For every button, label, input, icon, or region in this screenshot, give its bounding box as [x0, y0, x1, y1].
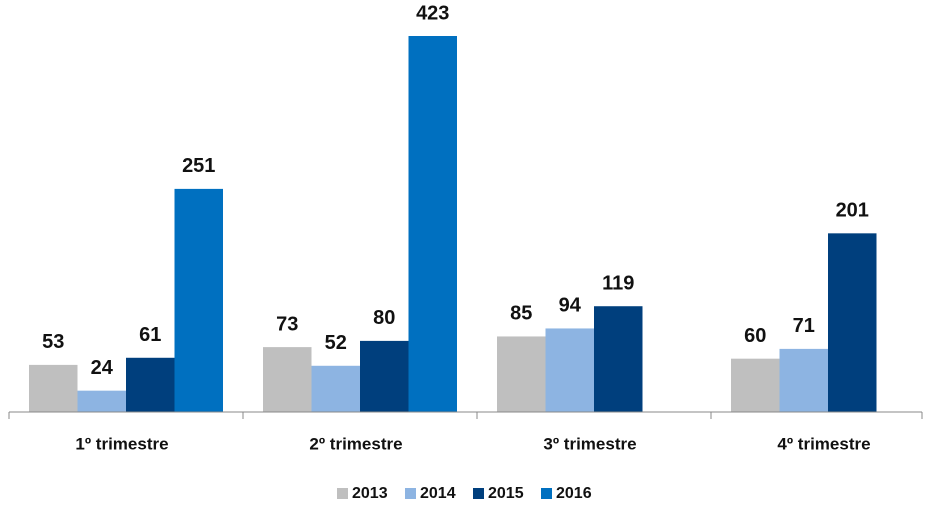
bar [731, 358, 780, 412]
bar [29, 364, 78, 412]
bar [360, 340, 409, 412]
value-label: 423 [416, 2, 449, 24]
bar [174, 188, 223, 412]
value-label: 94 [559, 295, 582, 317]
bar [828, 233, 877, 412]
bar [779, 348, 828, 412]
legend-swatch [473, 488, 484, 499]
x-tick-label: 1º trimestre [75, 434, 168, 453]
bar [594, 306, 643, 412]
x-tick-label: 3º trimestre [543, 434, 636, 453]
value-label: 201 [836, 200, 869, 222]
legend-swatch [405, 488, 416, 499]
bar [263, 347, 312, 412]
x-tick-label: 4º trimestre [777, 434, 870, 453]
bar [311, 365, 360, 412]
value-label: 24 [91, 357, 114, 379]
bar [77, 390, 126, 412]
legend-swatch [337, 488, 348, 499]
bar [126, 357, 175, 412]
x-tick-label: 2º trimestre [309, 434, 402, 453]
value-label: 71 [793, 315, 815, 337]
value-label: 119 [602, 273, 634, 295]
legend-label: 2013 [352, 485, 388, 502]
bar [408, 36, 457, 412]
value-label: 61 [139, 324, 161, 346]
value-label: 52 [325, 332, 347, 354]
legend-label: 2014 [420, 485, 456, 502]
value-label: 80 [373, 307, 395, 329]
value-label: 60 [744, 325, 766, 347]
value-label: 73 [276, 313, 298, 335]
legend-label: 2016 [556, 485, 592, 502]
legend-label: 2015 [488, 485, 524, 502]
value-label: 251 [182, 155, 215, 177]
bar [497, 336, 546, 412]
value-label: 53 [42, 331, 64, 353]
legend-swatch [541, 488, 552, 499]
bar [545, 328, 594, 412]
value-label: 85 [510, 303, 532, 325]
